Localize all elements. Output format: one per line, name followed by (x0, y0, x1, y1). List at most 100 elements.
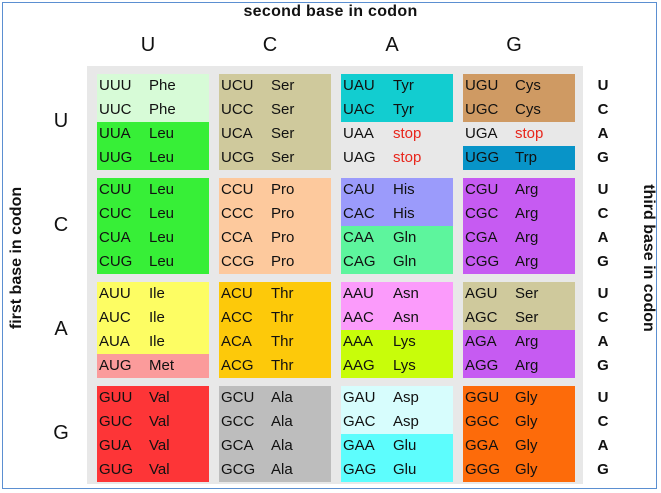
codon-label: GCA (221, 437, 254, 454)
codon-label: CAC (343, 205, 375, 222)
codon-label: GAU (343, 389, 376, 406)
first-base-label-u: U (53, 110, 69, 132)
codon-cell-acc: ACC Thr (219, 306, 331, 330)
amino-acid-label: Leu (149, 149, 175, 166)
amino-acid-label: Val (149, 413, 170, 430)
codon-label: GCG (221, 461, 256, 478)
codon-cell-gug: GUG Val (97, 458, 209, 482)
amino-acid-label: Arg (515, 181, 539, 198)
codon-cell-cac: CAC His (341, 202, 453, 226)
codon-cell-uag: UAG stop (341, 146, 453, 170)
codon-cell-auu: AUU Ile (97, 282, 209, 306)
third-base-label-g: G (597, 253, 609, 270)
amino-acid-label: Lys (393, 333, 416, 350)
codon-cell-ccc: CCC Pro (219, 202, 331, 226)
codon-cell-gaa: GAA Glu (341, 434, 453, 458)
codon-cell-uga: UGA stop (463, 122, 575, 146)
codon-label: CUA (99, 229, 131, 246)
first-base-title: first base in codon (8, 186, 25, 330)
second-base-label-g: G (506, 34, 522, 56)
amino-acid-label: Met (149, 357, 175, 374)
codon-cell-cgg: CGG Arg (463, 250, 575, 274)
codon-label: AUG (99, 357, 132, 374)
amino-acid-label: Pro (271, 181, 295, 198)
codon-cell-cgc: CGC Arg (463, 202, 575, 226)
codon-label: AAA (343, 333, 374, 350)
amino-acid-label: Glu (393, 437, 417, 454)
codon-cell-uaa: UAA stop (341, 122, 453, 146)
codon-label: GAG (343, 461, 377, 478)
amino-acid-label: Gly (515, 437, 538, 454)
codon-label: CUU (99, 181, 132, 198)
amino-acid-label: Ser (271, 101, 295, 118)
first-base-label-c: C (53, 214, 69, 236)
codon-label: CAA (343, 229, 374, 246)
amino-acid-label: Gly (515, 389, 538, 406)
codon-cell-uuu: UUU Phe (97, 74, 209, 98)
amino-acid-label: Ile (149, 309, 165, 326)
amino-acid-label: Val (149, 389, 170, 406)
amino-acid-label: Ser (271, 125, 295, 142)
codon-cell-uca: UCA Ser (219, 122, 331, 146)
codon-label: UUC (99, 101, 132, 118)
codon-label: UCG (221, 149, 255, 166)
codon-label: ACU (221, 285, 253, 302)
amino-acid-label: Phe (149, 77, 176, 94)
third-base-label-a: A (597, 229, 609, 246)
codon-label: GCC (221, 413, 255, 430)
codon-label: GGA (465, 437, 499, 454)
amino-acid-label: Ile (149, 285, 165, 302)
codon-label: UCU (221, 77, 254, 94)
codon-label: UGA (465, 125, 498, 142)
codon-label: CGA (465, 229, 498, 246)
amino-acid-label: Pro (271, 229, 295, 246)
codon-cell-auc: AUC Ile (97, 306, 209, 330)
codon-cell-ccu: CCU Pro (219, 178, 331, 202)
amino-acid-label: Thr (271, 357, 294, 374)
codon-cell-ugc: UGC Cys (463, 98, 575, 122)
codon-cell-cau: CAU His (341, 178, 453, 202)
codon-label: UAG (343, 149, 376, 166)
codon-label: CCC (221, 205, 254, 222)
amino-acid-label: Trp (515, 149, 537, 166)
codon-cell-guu: GUU Val (97, 386, 209, 410)
amino-acid-label: Asp (393, 389, 419, 406)
codon-label: ACC (221, 309, 253, 326)
second-base-title: second base in codon (243, 3, 418, 20)
codon-cell-aca: ACA Thr (219, 330, 331, 354)
third-base-label-u: U (597, 77, 609, 94)
codon-label: UGG (465, 149, 500, 166)
codon-label: ACA (221, 333, 252, 350)
codon-cell-uug: UUG Leu (97, 146, 209, 170)
second-base-label-u: U (140, 34, 156, 56)
codon-label: UAC (343, 101, 375, 118)
amino-acid-label: Asp (393, 413, 419, 430)
amino-acid-label: Arg (515, 205, 539, 222)
amino-acid-label: His (393, 181, 415, 198)
amino-acid-label: Ile (149, 333, 165, 350)
codon-label: AUC (99, 309, 131, 326)
codon-cell-ucu: UCU Ser (219, 74, 331, 98)
codon-label: CAG (343, 253, 376, 270)
amino-acid-label: Cys (515, 101, 541, 118)
amino-acid-label: Asn (393, 285, 419, 302)
codon-label: AAC (343, 309, 374, 326)
third-base-label-g: G (597, 461, 609, 478)
amino-acid-label: Lys (393, 357, 416, 374)
codon-label: CCA (221, 229, 253, 246)
amino-acid-label: Glu (393, 461, 417, 478)
amino-acid-label: Arg (515, 229, 539, 246)
stop-label: stop (393, 149, 422, 166)
third-base-label-c: C (597, 309, 609, 326)
codon-cell-gca: GCA Ala (219, 434, 331, 458)
codon-label: AAG (343, 357, 375, 374)
codon-label: ACG (221, 357, 254, 374)
amino-acid-label: Val (149, 461, 170, 478)
amino-acid-label: Arg (515, 357, 539, 374)
amino-acid-label: Pro (271, 253, 295, 270)
codon-cell-ugg: UGG Trp (463, 146, 575, 170)
second-base-label-a: A (385, 34, 399, 56)
amino-acid-label: Leu (149, 205, 175, 222)
codon-label: AGU (465, 285, 498, 302)
codon-cell-ggc: GGC Gly (463, 410, 575, 434)
